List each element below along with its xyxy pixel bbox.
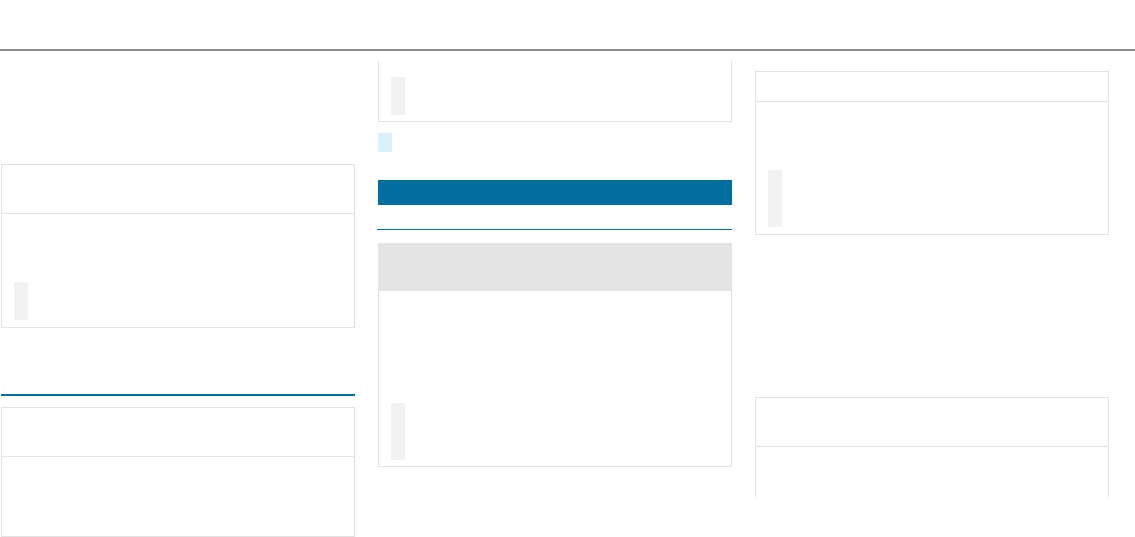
- note-marker: [768, 170, 782, 227]
- table-box-6: [755, 397, 1109, 497]
- section-rule: [377, 229, 732, 230]
- note-marker: [14, 282, 28, 320]
- table-box-5: [755, 71, 1109, 235]
- table-header-row: [378, 243, 732, 291]
- table-header-divider: [756, 446, 1108, 447]
- table-box-1: [1, 164, 355, 328]
- section-header-bar: [378, 180, 732, 205]
- table-box-2: [1, 407, 355, 537]
- highlight-marker: [378, 133, 392, 152]
- note-marker: [391, 77, 405, 115]
- table-header-divider: [2, 213, 354, 214]
- note-marker: [391, 403, 405, 460]
- section-rule: [1, 394, 355, 396]
- page-top-rule: [0, 49, 1135, 51]
- table-header-divider: [2, 456, 354, 457]
- table-header-divider: [756, 101, 1108, 102]
- table-box-3: [378, 60, 732, 122]
